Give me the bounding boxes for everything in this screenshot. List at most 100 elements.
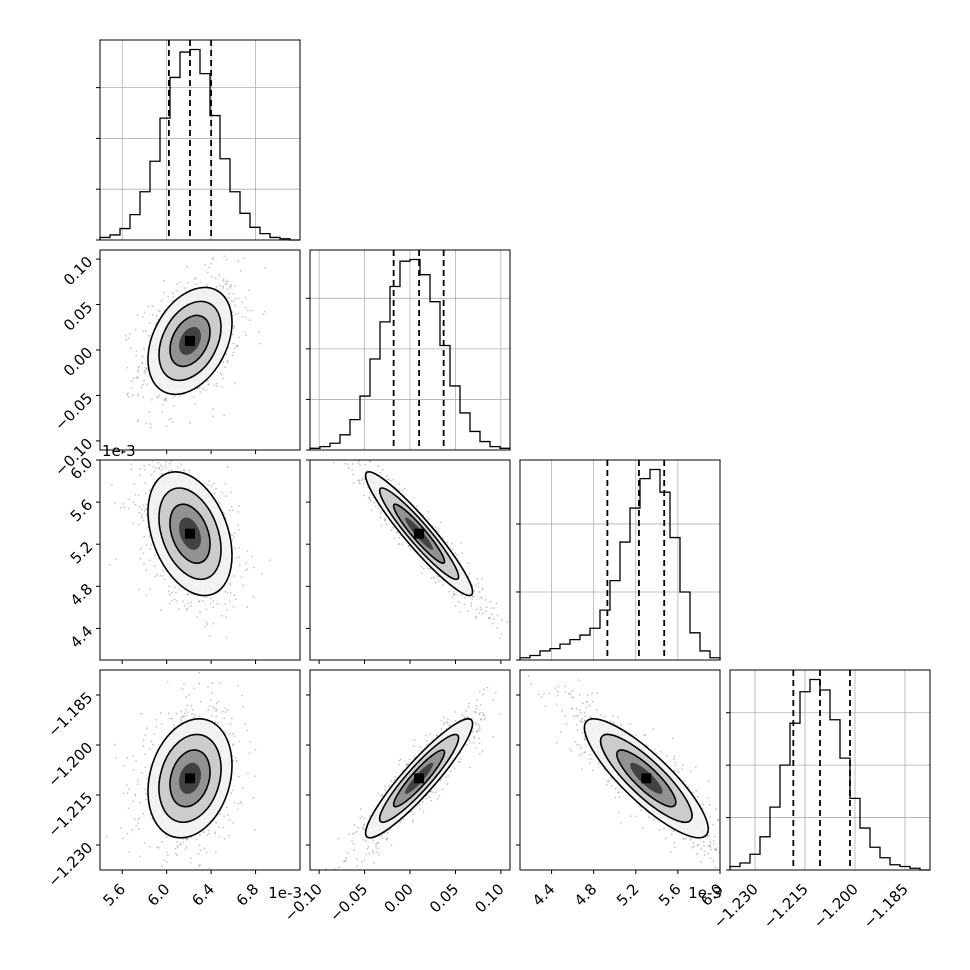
scatter-point (238, 740, 240, 743)
scatter-point (361, 826, 364, 829)
scatter-point (344, 457, 346, 459)
scatter-point (226, 609, 228, 612)
scatter-point (185, 838, 188, 841)
scatter-point (143, 535, 146, 538)
scatter-point (135, 376, 138, 379)
scatter-point (165, 400, 168, 402)
scatter-point (377, 507, 379, 510)
scatter-point (454, 552, 457, 555)
scatter-point (233, 735, 236, 738)
scatter-point (120, 826, 122, 829)
scatter-point (554, 665, 556, 667)
scatter-point (229, 732, 231, 735)
density-peak (185, 335, 195, 346)
scatter-point (397, 488, 400, 491)
scatter-point (167, 590, 170, 593)
scatter-point (445, 721, 448, 723)
scatter-point (380, 524, 383, 527)
scatter-point (205, 596, 208, 599)
scatter-point (171, 599, 174, 602)
scatter-point (156, 396, 159, 398)
scatter-point (165, 397, 167, 400)
scatter-point (229, 509, 231, 512)
scatter-point (168, 585, 171, 588)
scatter-point (162, 404, 165, 407)
scatter-point (724, 830, 726, 832)
scatter-point (186, 711, 189, 714)
scatter-point (214, 720, 217, 723)
scatter-point (234, 304, 237, 307)
scatter-point (138, 451, 140, 453)
scatter-point (475, 704, 478, 707)
scatter-point (172, 727, 175, 729)
scatter-point (474, 584, 477, 587)
scatter-point (233, 347, 236, 349)
scatter-point (205, 608, 208, 611)
scatter-point (161, 473, 164, 475)
scatter-point (351, 833, 354, 835)
scatter-point (407, 762, 410, 765)
scatter-point (241, 694, 243, 697)
scatter-point (145, 508, 148, 511)
scatter-point (435, 528, 438, 531)
scatter-point (223, 255, 226, 258)
scatter-point (387, 478, 390, 481)
scatter-point (460, 757, 462, 760)
scatter-point (225, 711, 228, 713)
scatter-point (155, 725, 158, 728)
scatter-point (218, 835, 221, 838)
scatter-point (237, 802, 240, 805)
scatter-point (238, 529, 241, 531)
scatter-point (189, 605, 192, 607)
scatter-point (129, 347, 132, 350)
scatter-point (156, 573, 158, 576)
scatter-point (671, 737, 674, 740)
scatter-point (233, 327, 235, 329)
scatter-point (473, 589, 476, 592)
scatter-point (202, 599, 204, 602)
scatter-point (365, 853, 368, 856)
scatter-point (246, 729, 249, 732)
scatter-point (132, 522, 135, 525)
scatter-point (199, 849, 202, 852)
scatter-point (142, 552, 145, 555)
scatter-point (173, 598, 176, 601)
histogram-bars-3 (729, 678, 930, 871)
scatter-point (398, 763, 401, 766)
scatter-point (450, 542, 453, 545)
scatter-point (353, 824, 356, 826)
scatter-point (176, 283, 179, 286)
scatter-point (175, 712, 178, 715)
scatter-point (578, 709, 581, 712)
scatter-point (481, 750, 484, 752)
scatter-point (138, 588, 140, 591)
scatter-point (242, 584, 245, 587)
scatter-point (234, 382, 237, 385)
scatter-point (429, 790, 432, 793)
scatter-point (722, 851, 724, 853)
scatter-point (446, 783, 449, 785)
scatter-point (723, 855, 725, 857)
scatter-point (145, 367, 148, 370)
scatter-point (223, 837, 226, 840)
scatter-point (142, 330, 145, 333)
histogram-panel-1 (306, 249, 511, 451)
scatter-point (137, 366, 140, 369)
scatter-point (128, 507, 130, 510)
scatter-point (492, 735, 495, 738)
scatter-point (137, 369, 140, 372)
scatter-point (353, 849, 355, 852)
scatter-point (344, 859, 347, 862)
scatter-point (448, 590, 451, 593)
scatter-point (515, 673, 517, 675)
scatter-point (489, 600, 492, 603)
scatter-point (224, 602, 227, 605)
scatter-point (140, 516, 143, 519)
scatter-point (236, 808, 239, 811)
scatter-point (183, 715, 185, 718)
scatter-point (126, 757, 129, 760)
scatter-point (223, 512, 226, 515)
scatter-point (460, 594, 463, 597)
scatter-point (153, 470, 156, 472)
scatter-point (237, 260, 240, 263)
